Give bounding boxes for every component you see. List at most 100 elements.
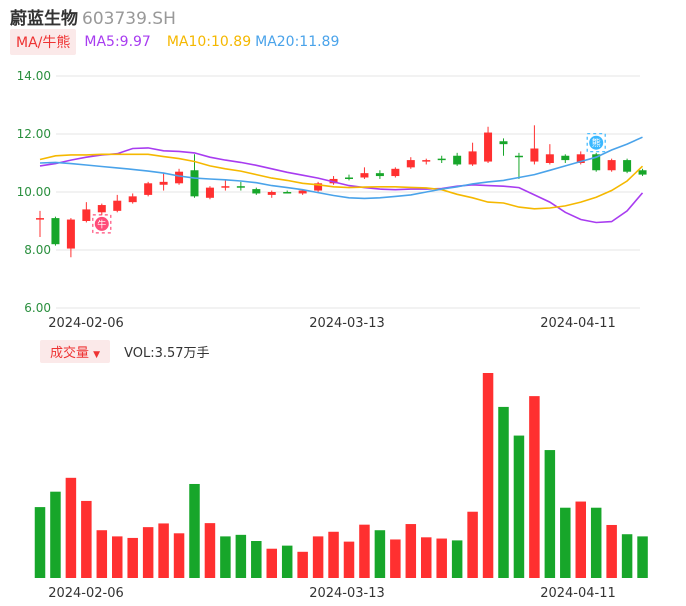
svg-text:牛: 牛 bbox=[97, 218, 106, 230]
ma20-line bbox=[39, 136, 643, 200]
volume-bar bbox=[374, 530, 386, 578]
volume-bar bbox=[50, 491, 61, 578]
candle bbox=[375, 173, 384, 177]
candle bbox=[175, 171, 184, 184]
candle bbox=[128, 196, 137, 203]
volume-bar bbox=[343, 541, 355, 578]
candle bbox=[499, 141, 508, 145]
candle bbox=[144, 183, 153, 195]
ma5-legend: MA5:9.97 bbox=[84, 34, 151, 50]
volume-bar bbox=[204, 523, 216, 578]
candle bbox=[252, 189, 261, 194]
volume-bar bbox=[328, 531, 339, 578]
y-tick-label: 6.00 bbox=[24, 301, 51, 315]
x-tick-label: 2024-04-11 bbox=[540, 316, 616, 331]
candle bbox=[314, 183, 323, 191]
volume-bar bbox=[220, 536, 231, 578]
candle bbox=[66, 219, 75, 249]
candle bbox=[205, 187, 214, 198]
candle bbox=[360, 173, 369, 178]
volume-bar bbox=[266, 548, 277, 578]
volume-bar bbox=[637, 536, 648, 578]
candle bbox=[638, 170, 647, 175]
volume-bar bbox=[142, 527, 154, 578]
ma5-line bbox=[39, 147, 644, 224]
svg-text:熊: 熊 bbox=[592, 137, 601, 149]
volume-bar bbox=[189, 483, 200, 578]
volume-bar bbox=[34, 507, 46, 578]
candle bbox=[267, 192, 276, 195]
volume-bar bbox=[606, 524, 617, 578]
volume-bar bbox=[560, 507, 571, 578]
volume-value: VOL:3.57万手 bbox=[124, 345, 210, 361]
volume-bar bbox=[467, 511, 478, 578]
bull-marker-icon: 牛 bbox=[92, 214, 112, 234]
candle bbox=[391, 168, 400, 177]
candle bbox=[623, 160, 632, 172]
y-tick-label: 8.00 bbox=[24, 243, 51, 257]
stock-title: 蔚蓝生物 603739.SH bbox=[10, 4, 176, 29]
candle bbox=[484, 132, 493, 162]
volume-bar bbox=[81, 500, 92, 578]
candle bbox=[607, 160, 616, 171]
y-tick-label: 14.00 bbox=[17, 69, 51, 83]
x-tick-label: 2024-02-06 bbox=[48, 316, 124, 331]
volume-bar bbox=[590, 507, 602, 578]
volume-bar bbox=[575, 501, 586, 578]
volume-bar bbox=[235, 534, 247, 578]
y-tick-label: 10.00 bbox=[17, 185, 51, 199]
volume-bar bbox=[482, 373, 494, 578]
volume-bar bbox=[173, 533, 185, 578]
volume-bar bbox=[359, 524, 370, 578]
volume-bar bbox=[96, 530, 108, 578]
candle bbox=[82, 209, 91, 221]
volume-x-tick-label: 2024-02-06 bbox=[48, 586, 124, 601]
volume-bar bbox=[112, 536, 123, 578]
candle bbox=[545, 154, 554, 163]
volume-legend: 成交量 ▼ VOL:3.57万手 bbox=[40, 339, 210, 363]
candle bbox=[298, 190, 307, 194]
candle bbox=[159, 181, 168, 185]
volume-bar bbox=[281, 545, 293, 578]
y-tick-label: 12.00 bbox=[17, 127, 51, 141]
ma10-line bbox=[39, 153, 644, 210]
volume-tag-label: 成交量 bbox=[50, 345, 90, 361]
volume-bar bbox=[158, 523, 169, 578]
candle bbox=[36, 218, 44, 220]
candle bbox=[468, 151, 477, 165]
candle bbox=[406, 160, 415, 168]
volume-bar bbox=[451, 540, 463, 578]
volume-bar bbox=[498, 406, 509, 578]
volume-x-tick-label: 2024-04-11 bbox=[540, 586, 616, 601]
ma-indicator-tag[interactable]: MA/牛熊 bbox=[10, 29, 77, 55]
candle bbox=[561, 155, 570, 161]
candle bbox=[51, 218, 60, 245]
candle bbox=[437, 158, 446, 161]
volume-bar bbox=[621, 534, 633, 578]
candle bbox=[592, 154, 601, 171]
volume-bar bbox=[529, 396, 540, 578]
volume-indicator-tag[interactable]: 成交量 ▼ bbox=[40, 339, 111, 363]
ma-legend: MA/牛熊 MA5:9.97 MA10:10.89 MA20:11.89 bbox=[10, 29, 340, 55]
stock-code: 603739.SH bbox=[82, 9, 176, 29]
stock-name: 蔚蓝生物 bbox=[10, 9, 78, 29]
volume-bar bbox=[65, 477, 77, 578]
volume-bar bbox=[421, 537, 432, 578]
candle bbox=[97, 205, 106, 213]
candle bbox=[221, 186, 230, 188]
volume-bar bbox=[390, 539, 401, 578]
candle bbox=[576, 154, 585, 163]
volume-x-tick-label: 2024-03-13 bbox=[309, 586, 385, 601]
volume-bar bbox=[127, 537, 138, 578]
candle bbox=[530, 148, 539, 162]
candle bbox=[236, 186, 245, 188]
candle bbox=[514, 155, 523, 158]
ma20-legend: MA20:11.89 bbox=[255, 34, 340, 50]
volume-bar bbox=[297, 551, 308, 578]
bear-marker-icon: 熊 bbox=[586, 133, 606, 153]
x-tick-label: 2024-03-13 bbox=[309, 316, 385, 331]
ma10-legend: MA10:10.89 bbox=[166, 34, 252, 50]
candle bbox=[422, 160, 431, 162]
candle bbox=[345, 177, 353, 179]
